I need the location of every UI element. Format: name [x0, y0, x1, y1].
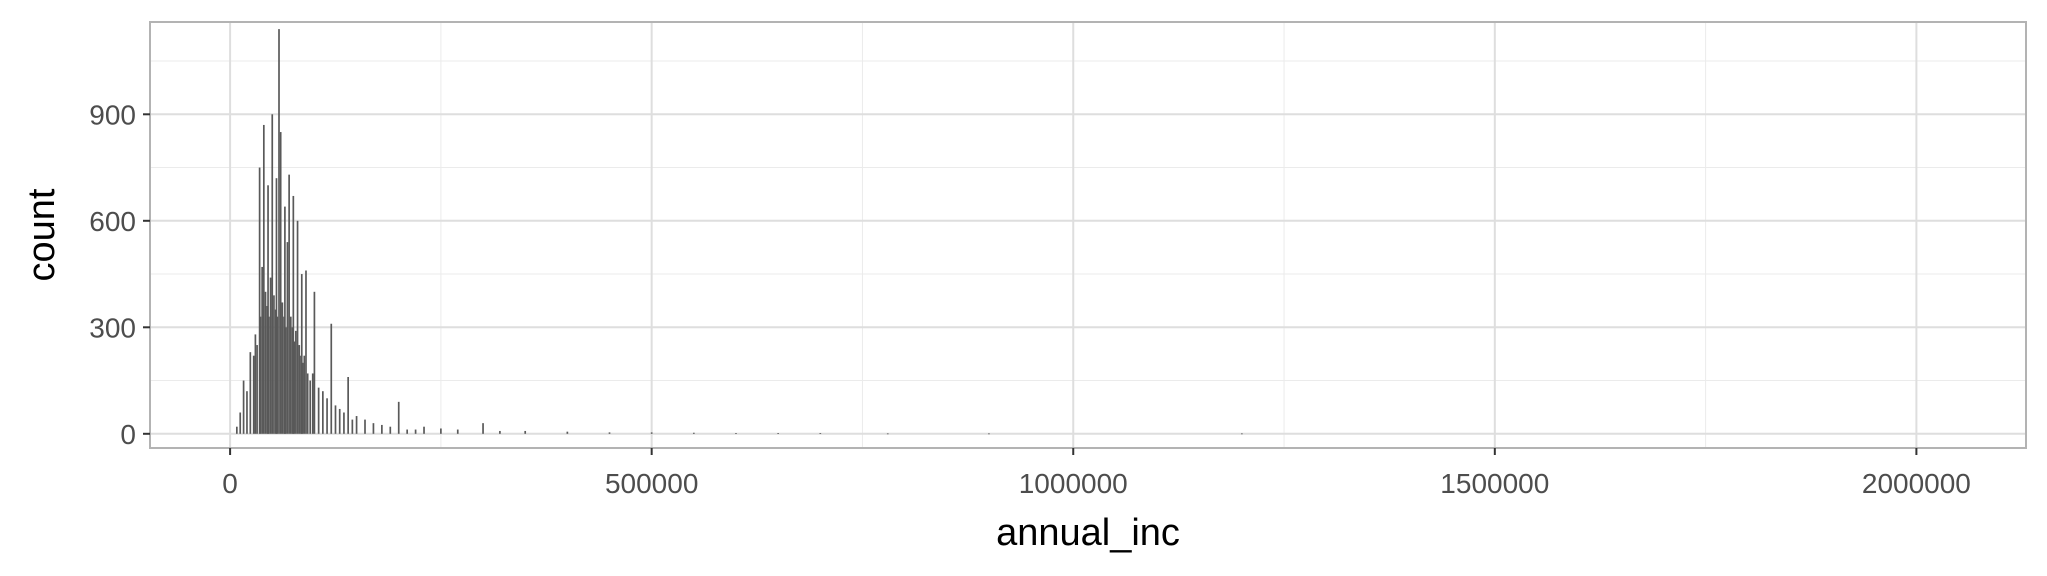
histogram-bar [311, 373, 314, 434]
histogram-bar [322, 391, 324, 434]
histogram-bar [278, 29, 280, 434]
histogram-bar [300, 274, 303, 434]
histogram-bar [289, 316, 292, 434]
histogram-bar [252, 355, 255, 434]
y-tick-label: 900 [89, 99, 136, 130]
histogram-bar [276, 316, 279, 434]
histogram-bar [306, 373, 309, 434]
panel-border [149, 21, 2027, 449]
histogram-bar [414, 429, 417, 434]
histogram-bar [608, 432, 611, 434]
histogram-bar [273, 295, 275, 434]
histogram-bar [298, 345, 301, 434]
histogram-bar [236, 426, 238, 434]
x-axis-title: annual_inc [996, 512, 1180, 554]
y-tick-label: 600 [89, 206, 136, 237]
histogram-bar [389, 426, 392, 434]
histogram-bar [264, 291, 267, 434]
x-tick-label: 500000 [605, 468, 698, 499]
histogram-bar [777, 433, 779, 434]
histogram-bar [364, 419, 366, 434]
histogram-bar [268, 316, 270, 434]
histogram-bar [347, 377, 349, 434]
histogram-bar [482, 423, 484, 434]
histogram-bar [423, 426, 425, 434]
y-axis: 0 300 600 900 [89, 99, 150, 450]
histogram-bar [249, 352, 252, 434]
y-tick-label: 300 [89, 312, 136, 343]
histogram-bar [275, 178, 278, 434]
histogram-bar [309, 380, 312, 434]
histogram-bar [292, 195, 295, 434]
x-axis: 0 500000 1000000 1500000 2000000 [222, 448, 1971, 499]
histogram-bar [735, 433, 737, 434]
histogram-bar [343, 412, 345, 434]
x-tick-label: 1500000 [1440, 468, 1549, 499]
histogram-bar [351, 419, 354, 434]
histogram-bar [279, 132, 282, 434]
histogram-bar [303, 355, 306, 434]
histogram-bar [440, 428, 442, 434]
x-tick-label: 0 [222, 468, 238, 499]
histogram-bar [296, 220, 299, 434]
histogram-bar [397, 401, 400, 434]
histogram-bar [281, 302, 284, 434]
histogram-bar [262, 124, 265, 434]
histogram-bar [269, 277, 272, 434]
histogram-bar [406, 429, 409, 434]
histogram-bar [456, 429, 459, 434]
histogram-bar [1241, 433, 1243, 435]
x-tick-label: 1000000 [1019, 468, 1128, 499]
histogram-bar [499, 430, 501, 434]
histogram-bar [242, 380, 245, 434]
histogram-bar [254, 334, 257, 434]
histogram-bar [256, 345, 258, 434]
y-tick-label: 0 [120, 419, 136, 450]
x-tick-label: 2000000 [1862, 468, 1971, 499]
histogram-bar [330, 323, 333, 434]
histogram-bar [284, 206, 286, 434]
histogram-bar [326, 398, 328, 434]
histogram-bar [524, 430, 527, 434]
histogram-bar [313, 291, 316, 434]
histogram-bar [338, 408, 341, 434]
histogram-bar [334, 405, 337, 434]
histogram-bar [355, 416, 358, 434]
histogram-bar [305, 270, 307, 434]
histogram-bar [286, 242, 289, 434]
histogram-bar [266, 306, 269, 434]
histogram-bar [317, 387, 320, 434]
histogram-bar [295, 330, 297, 434]
histogram-bar [239, 412, 242, 434]
histogram-bar [566, 431, 569, 434]
histogram-bar [372, 423, 375, 434]
histogram-bar [819, 433, 822, 434]
histogram-bar [301, 362, 304, 434]
histogram-bar [650, 432, 653, 434]
histogram-bar [284, 327, 287, 434]
histogram-bar [246, 391, 248, 434]
histogram-bar [259, 316, 262, 434]
histogram-bar [261, 266, 263, 434]
histogram-bar [692, 432, 695, 434]
histogram-bar [381, 424, 383, 434]
histogram-bar [988, 433, 990, 435]
histogram-bar [258, 167, 261, 434]
histogram-bar [288, 174, 290, 434]
histogram-bar [271, 114, 274, 434]
histogram-bar [886, 433, 889, 435]
y-axis-title: count [21, 188, 63, 281]
histogram-bars [236, 29, 1243, 435]
histogram-bar [293, 341, 296, 434]
minor-gridlines [150, 22, 2026, 448]
histogram-bar [267, 185, 269, 434]
major-gridlines [150, 22, 2026, 448]
